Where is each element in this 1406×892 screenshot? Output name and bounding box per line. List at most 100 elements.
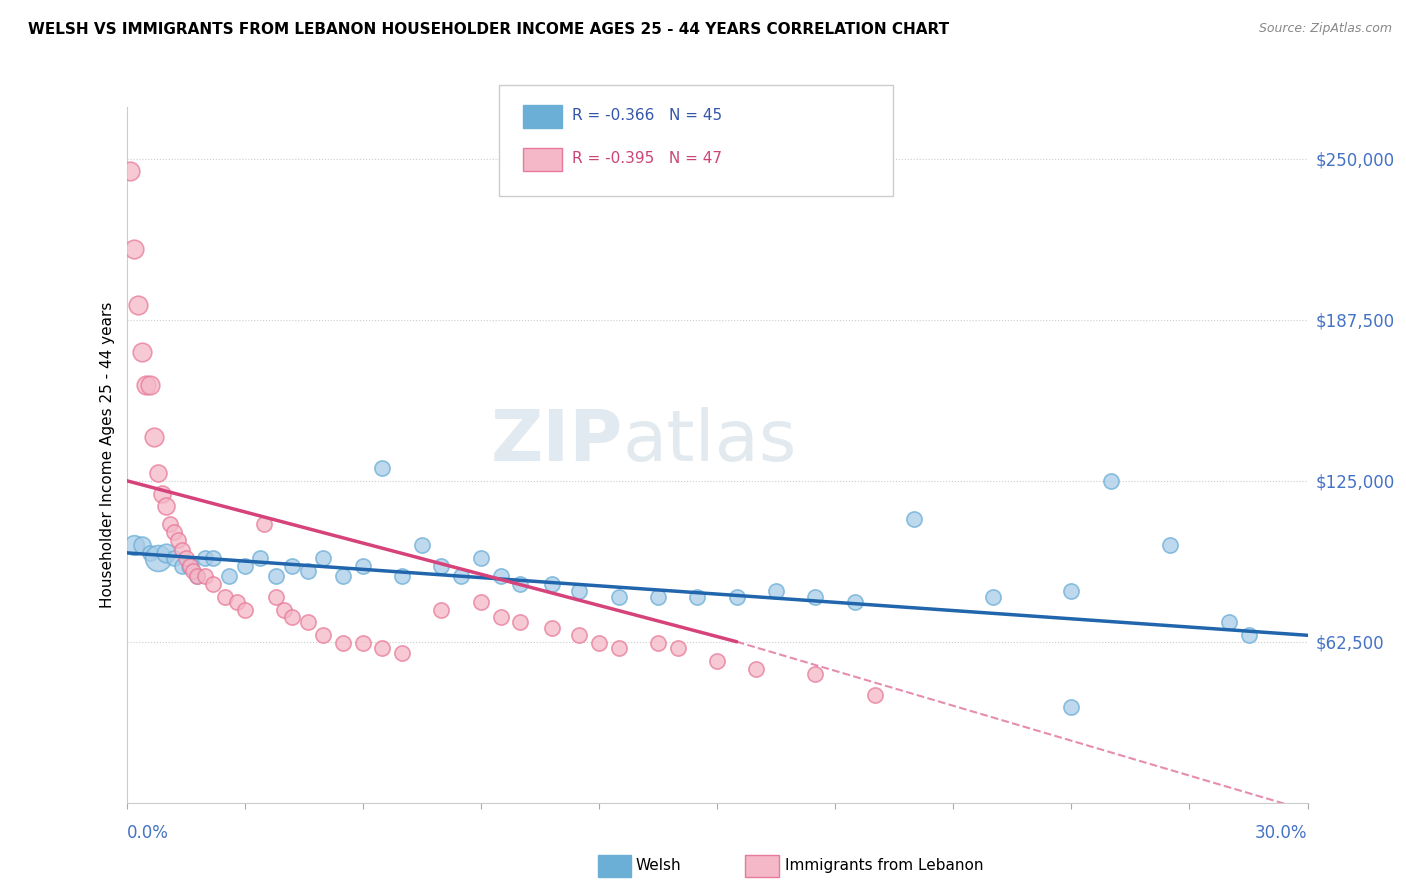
- Point: [450, 569, 472, 583]
- Point: [844, 595, 866, 609]
- Point: [218, 569, 240, 583]
- Point: [281, 610, 304, 624]
- Point: [1060, 584, 1083, 599]
- Point: [135, 378, 157, 392]
- Point: [981, 590, 1004, 604]
- Text: WELSH VS IMMIGRANTS FROM LEBANON HOUSEHOLDER INCOME AGES 25 - 44 YEARS CORRELATI: WELSH VS IMMIGRANTS FROM LEBANON HOUSEHO…: [28, 22, 949, 37]
- Point: [430, 558, 453, 573]
- Point: [489, 610, 512, 624]
- Point: [666, 641, 689, 656]
- Point: [607, 590, 630, 604]
- Point: [391, 569, 413, 583]
- Y-axis label: Householder Income Ages 25 - 44 years: Householder Income Ages 25 - 44 years: [100, 301, 115, 608]
- Point: [179, 558, 201, 573]
- Text: R = -0.395   N = 47: R = -0.395 N = 47: [572, 152, 723, 166]
- Point: [903, 512, 925, 526]
- Point: [686, 590, 709, 604]
- Point: [124, 538, 146, 552]
- Point: [607, 641, 630, 656]
- Point: [139, 546, 162, 560]
- Text: atlas: atlas: [623, 407, 797, 475]
- Point: [124, 242, 146, 256]
- Point: [127, 298, 149, 312]
- Point: [1099, 474, 1122, 488]
- Point: [273, 602, 295, 616]
- Point: [170, 558, 193, 573]
- Point: [352, 636, 374, 650]
- Point: [186, 569, 208, 583]
- Point: [804, 590, 827, 604]
- Point: [194, 569, 217, 583]
- Text: Source: ZipAtlas.com: Source: ZipAtlas.com: [1258, 22, 1392, 36]
- Point: [159, 517, 181, 532]
- Text: ZIP: ZIP: [491, 407, 623, 475]
- Point: [312, 551, 335, 566]
- Point: [863, 688, 886, 702]
- Point: [297, 615, 319, 630]
- Point: [568, 584, 591, 599]
- Point: [1060, 700, 1083, 714]
- Text: 0.0%: 0.0%: [127, 823, 169, 842]
- Point: [371, 641, 394, 656]
- Point: [194, 551, 217, 566]
- Point: [297, 564, 319, 578]
- Point: [170, 543, 193, 558]
- Point: [540, 576, 562, 591]
- Point: [391, 646, 413, 660]
- Point: [264, 590, 287, 604]
- Point: [352, 558, 374, 573]
- Point: [647, 590, 669, 604]
- Text: Welsh: Welsh: [636, 858, 681, 872]
- Point: [146, 551, 169, 566]
- Point: [765, 584, 787, 599]
- Point: [706, 654, 728, 668]
- Point: [647, 636, 669, 650]
- Point: [183, 564, 205, 578]
- Point: [143, 430, 166, 444]
- Point: [225, 595, 247, 609]
- Text: 30.0%: 30.0%: [1256, 823, 1308, 842]
- Point: [202, 576, 225, 591]
- Point: [131, 344, 153, 359]
- Point: [150, 486, 173, 500]
- Point: [1218, 615, 1240, 630]
- Point: [281, 558, 304, 573]
- Text: Immigrants from Lebanon: Immigrants from Lebanon: [785, 858, 983, 872]
- Point: [233, 558, 256, 573]
- Point: [312, 628, 335, 642]
- Point: [568, 628, 591, 642]
- Point: [131, 538, 153, 552]
- Point: [249, 551, 271, 566]
- Point: [804, 667, 827, 681]
- Point: [214, 590, 236, 604]
- Point: [233, 602, 256, 616]
- Point: [489, 569, 512, 583]
- Point: [470, 595, 492, 609]
- Point: [174, 551, 197, 566]
- Point: [163, 525, 186, 540]
- Point: [1159, 538, 1181, 552]
- Point: [253, 517, 276, 532]
- Point: [430, 602, 453, 616]
- Text: R = -0.366   N = 45: R = -0.366 N = 45: [572, 109, 723, 123]
- Point: [371, 460, 394, 475]
- Point: [179, 558, 201, 573]
- Point: [588, 636, 610, 650]
- Point: [332, 636, 354, 650]
- Point: [202, 551, 225, 566]
- Point: [725, 590, 748, 604]
- Point: [264, 569, 287, 583]
- Point: [1237, 628, 1260, 642]
- Point: [146, 466, 169, 480]
- Point: [120, 164, 142, 178]
- Point: [163, 551, 186, 566]
- Point: [411, 538, 433, 552]
- Point: [166, 533, 188, 547]
- Point: [470, 551, 492, 566]
- Point: [745, 662, 768, 676]
- Point: [155, 546, 177, 560]
- Point: [155, 500, 177, 514]
- Point: [509, 615, 531, 630]
- Point: [186, 569, 208, 583]
- Point: [139, 378, 162, 392]
